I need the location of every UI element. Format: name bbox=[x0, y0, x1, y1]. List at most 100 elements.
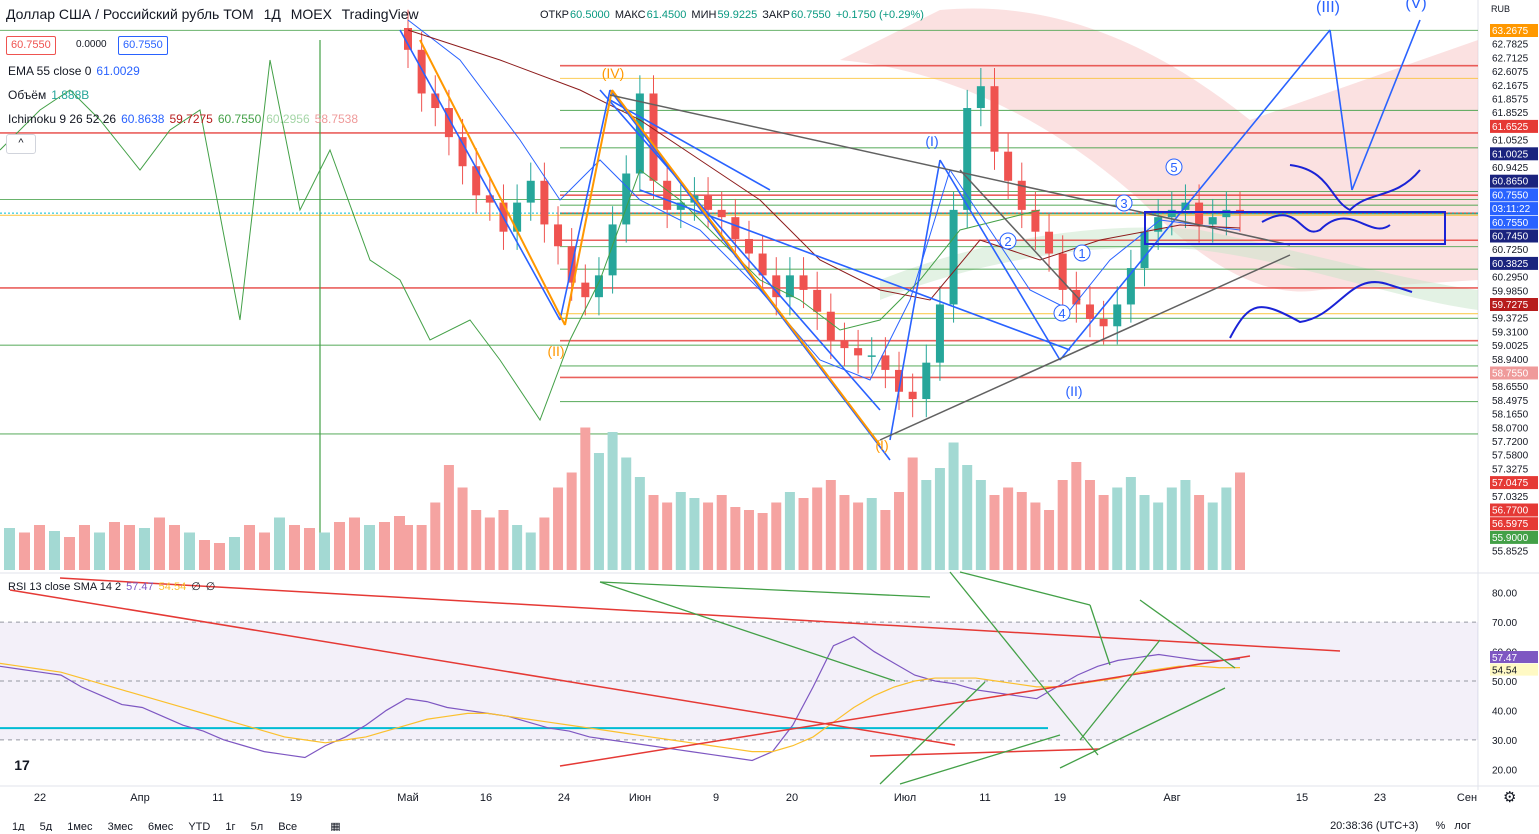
wave-label: (I) bbox=[925, 133, 938, 149]
volume-bar bbox=[1166, 487, 1177, 570]
range-1m[interactable]: 1мес bbox=[67, 821, 93, 831]
volume-bar bbox=[19, 532, 30, 570]
percent-toggle[interactable]: % bbox=[1435, 820, 1446, 832]
wave-label: (IV) bbox=[602, 65, 625, 81]
price-axis-label: 62.7125 bbox=[1492, 53, 1529, 64]
volume-bar bbox=[1057, 480, 1068, 570]
candle-body bbox=[935, 304, 944, 363]
time-axis-label: Июн bbox=[629, 792, 651, 804]
range-6m[interactable]: 6мес bbox=[147, 821, 174, 831]
rsi-legend[interactable]: RSI 13 close SMA 14 2 57.47 54.54 ∅ ∅ bbox=[8, 580, 220, 593]
candle-body bbox=[1004, 151, 1013, 181]
rsi-label: RSI 13 close SMA 14 2 bbox=[8, 581, 122, 593]
candle-body bbox=[635, 93, 644, 174]
ichimoku-span-b: 58.7538 bbox=[314, 112, 359, 126]
volume-bar bbox=[675, 492, 686, 570]
wave-trendline bbox=[1351, 19, 1421, 191]
volume-bar bbox=[512, 525, 523, 570]
wave-trendline bbox=[1329, 29, 1353, 191]
range-1d[interactable]: 1д bbox=[12, 821, 25, 831]
rsi-green-trendline bbox=[959, 571, 1091, 606]
time-axis-label: Сен bbox=[1457, 792, 1477, 804]
volume-bar bbox=[364, 525, 375, 570]
price-axis-label: 57.5800 bbox=[1492, 451, 1529, 462]
ichimoku-label: Ichimoku 9 26 52 26 bbox=[8, 112, 117, 126]
candle-body bbox=[1140, 231, 1149, 269]
range-ytd[interactable]: YTD bbox=[188, 821, 211, 831]
calendar-icon[interactable]: ▦ bbox=[330, 821, 341, 831]
range-5y[interactable]: 5л bbox=[250, 821, 264, 831]
price-axis-label: 03:11:22 bbox=[1492, 204, 1531, 215]
volume-bar bbox=[934, 468, 945, 570]
wave-trendline bbox=[609, 89, 891, 461]
rsi-green-trendline bbox=[1059, 687, 1226, 769]
rsi-axis-label: 20.00 bbox=[1492, 765, 1517, 776]
log-toggle[interactable]: лог bbox=[1454, 820, 1471, 832]
candle-body bbox=[513, 202, 522, 232]
volume-bar bbox=[1003, 487, 1014, 570]
range-all[interactable]: Все bbox=[278, 821, 298, 831]
volume-bar bbox=[825, 480, 836, 570]
high-label: МАКС bbox=[614, 9, 646, 21]
price-axis-label: 62.7825 bbox=[1492, 40, 1529, 51]
volume-bar bbox=[1125, 477, 1136, 570]
wave-label-circle bbox=[1053, 304, 1071, 322]
wave-label-circle bbox=[1165, 158, 1183, 176]
price-axis-label: 56.7700 bbox=[1492, 506, 1529, 517]
ema-legend[interactable]: EMA 55 close 0 61.0029 bbox=[8, 64, 145, 78]
volume-legend[interactable]: Объём 1.888B bbox=[8, 88, 94, 102]
volume-bar bbox=[1180, 480, 1191, 570]
interval-label[interactable]: 1Д bbox=[263, 6, 281, 22]
price-axis-label: 58.0700 bbox=[1492, 423, 1529, 434]
volume-bar bbox=[566, 472, 577, 570]
range-3m[interactable]: 3мес bbox=[107, 821, 133, 831]
volume-bar bbox=[379, 522, 390, 570]
price-axis-label: 60.3825 bbox=[1492, 259, 1529, 270]
range-5d[interactable]: 5д bbox=[39, 821, 53, 831]
currency-label[interactable]: RUB bbox=[1491, 4, 1511, 14]
price-axis-label: 61.0525 bbox=[1492, 136, 1529, 147]
sell-button[interactable]: 60.7550 bbox=[6, 36, 56, 55]
range-1y[interactable]: 1г bbox=[225, 821, 236, 831]
spread-value: 0.0000 bbox=[76, 39, 107, 50]
volume-bar bbox=[866, 498, 877, 570]
symbol-title[interactable]: Доллар США / Российский рубль ТОМ bbox=[6, 6, 254, 22]
candle-body bbox=[1045, 231, 1054, 254]
collapse-legend-button[interactable]: ^ bbox=[6, 134, 36, 154]
price-axis-label: 59.0025 bbox=[1492, 341, 1529, 352]
price-axis-label: 60.9425 bbox=[1492, 163, 1529, 174]
gear-icon[interactable]: ⚙ bbox=[1503, 789, 1517, 806]
volume-bar bbox=[4, 528, 15, 570]
ichimoku-kijun-line bbox=[407, 29, 1241, 301]
rsi-sma-value: 54.54 bbox=[158, 581, 187, 593]
volume-value: 1.888B bbox=[51, 88, 90, 102]
buy-button[interactable]: 60.7550 bbox=[118, 36, 168, 55]
candle-body bbox=[472, 166, 481, 196]
ichimoku-chikou-line bbox=[0, 59, 1041, 422]
candle-body bbox=[485, 195, 494, 203]
price-axis-label: 57.7200 bbox=[1492, 437, 1529, 448]
volume-bar bbox=[49, 531, 60, 570]
candle-body bbox=[895, 369, 904, 392]
price-axis-badge bbox=[1490, 119, 1538, 133]
wave-label: 2 bbox=[1004, 234, 1011, 249]
chart-header: Доллар США / Российский рубль ТОМ 1Д MOE… bbox=[6, 6, 425, 22]
candle-body bbox=[676, 202, 685, 210]
candle-body bbox=[990, 86, 999, 152]
volume-bar bbox=[430, 502, 441, 570]
wave-trendline bbox=[1059, 29, 1331, 361]
volume-bar bbox=[124, 525, 135, 570]
candle-body bbox=[799, 275, 808, 290]
rsi-red-trendline bbox=[59, 577, 1341, 652]
rsi-green-trendline bbox=[949, 571, 1099, 756]
clock[interactable]: 20:38:36 (UTC+3) % лог bbox=[1330, 820, 1471, 832]
low-value: 59.9225 bbox=[717, 9, 758, 21]
ichimoku-legend[interactable]: Ichimoku 9 26 52 26 60.8638 59.7275 60.7550… bbox=[8, 112, 363, 126]
candle-body bbox=[444, 108, 453, 138]
tradingview-logo[interactable]: 17 bbox=[7, 752, 37, 778]
wave-trendline bbox=[599, 89, 881, 411]
price-axis-label: 60.8650 bbox=[1492, 177, 1529, 188]
volume-bar bbox=[416, 525, 427, 570]
